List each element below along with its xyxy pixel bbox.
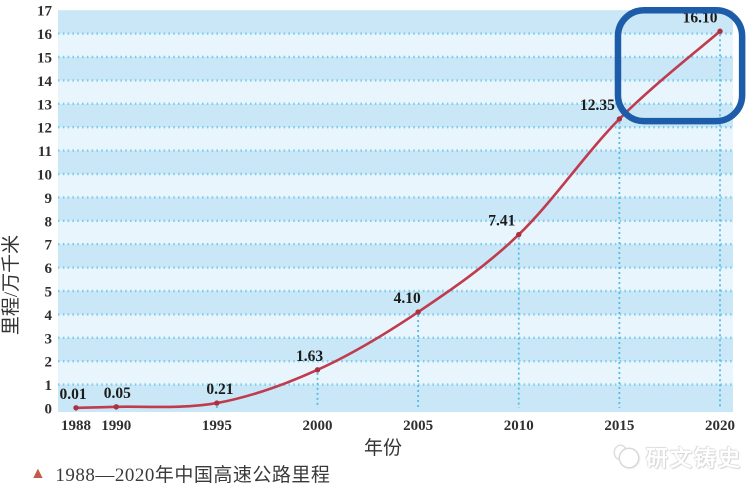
data-line	[74, 29, 722, 410]
y-tick-label: 9	[45, 191, 53, 207]
highlight-box	[614, 6, 746, 125]
x-tick-label: 2000	[303, 418, 333, 434]
data-point-label: 0.05	[104, 385, 131, 402]
x-tick-label: 1990	[101, 418, 131, 434]
y-tick-label: 2	[45, 355, 53, 371]
y-tick-label: 4	[45, 308, 53, 324]
panda-logo-face	[620, 448, 638, 467]
data-point-label: 4.10	[394, 290, 421, 307]
x-tick-label: 2010	[504, 418, 534, 434]
y-tick-label: 16	[37, 27, 53, 43]
x-tick-label: 1988	[61, 418, 91, 434]
plot-band	[58, 150, 733, 174]
y-tick-label: 12	[37, 121, 52, 137]
watermark: 研文铸史	[615, 441, 742, 473]
plot-band	[58, 197, 733, 221]
data-point	[113, 404, 119, 410]
y-tick-label: 6	[45, 261, 53, 277]
data-point-label: 1.63	[296, 348, 323, 365]
plot-band	[58, 80, 733, 104]
plot-band	[58, 33, 733, 57]
plot-band	[58, 384, 733, 408]
plot-band	[58, 267, 733, 291]
y-tick-label: 15	[37, 51, 52, 67]
y-tick-label: 13	[37, 97, 52, 113]
data-point	[415, 309, 421, 315]
data-point	[717, 28, 723, 34]
plot-band	[58, 127, 733, 151]
y-tick-label: 0	[45, 402, 53, 418]
plot-band	[58, 408, 733, 412]
y-tick-label: 7	[45, 238, 53, 254]
plot-band	[58, 10, 733, 34]
plot-band	[58, 361, 733, 385]
chart-caption: ▲ 1988—2020年中国高速公路里程	[30, 460, 330, 487]
caption-triangle-icon: ▲	[30, 464, 47, 482]
x-axis-title: 年份	[364, 437, 402, 459]
plot-band	[58, 291, 733, 315]
y-tick-label: 8	[45, 214, 53, 230]
caption-text: 1988—2020年中国高速公路里程	[55, 465, 331, 486]
y-tick-label: 1	[45, 378, 53, 394]
y-tick-label: 14	[37, 74, 53, 90]
plot-band	[58, 57, 733, 81]
data-point	[616, 116, 623, 122]
x-tick-label: 1995	[202, 418, 232, 434]
data-point-label: 16.10	[683, 9, 718, 26]
x-tick-label: 2005	[403, 418, 433, 434]
y-tick-label: 10	[37, 168, 52, 184]
y-tick-label: 11	[38, 144, 52, 160]
plot-band	[58, 244, 733, 268]
data-point-label: 0.01	[59, 386, 86, 403]
y-tick-label: 5	[45, 285, 53, 301]
plot-band	[58, 103, 733, 128]
data-point-label: 7.41	[488, 213, 515, 230]
x-tick-label: 2015	[604, 418, 634, 434]
plot-band	[58, 337, 733, 362]
panda-logo-icon	[615, 445, 640, 469]
watermark-text: 研文铸史	[646, 446, 743, 471]
x-tick-label: 2020	[705, 418, 735, 434]
y-tick-label: 3	[45, 331, 53, 347]
data-point	[516, 231, 522, 238]
plot-band	[58, 174, 733, 198]
plot-band	[58, 220, 733, 245]
data-point	[73, 405, 79, 411]
y-axis-title: 里程/万千米	[0, 235, 22, 335]
data-point	[214, 400, 220, 406]
y-tick-label: 17	[37, 4, 53, 20]
panda-logo-ear	[615, 445, 626, 459]
data-point-label: 0.21	[206, 381, 233, 398]
data-point-label: 12.35	[580, 97, 615, 114]
data-point	[314, 367, 321, 373]
